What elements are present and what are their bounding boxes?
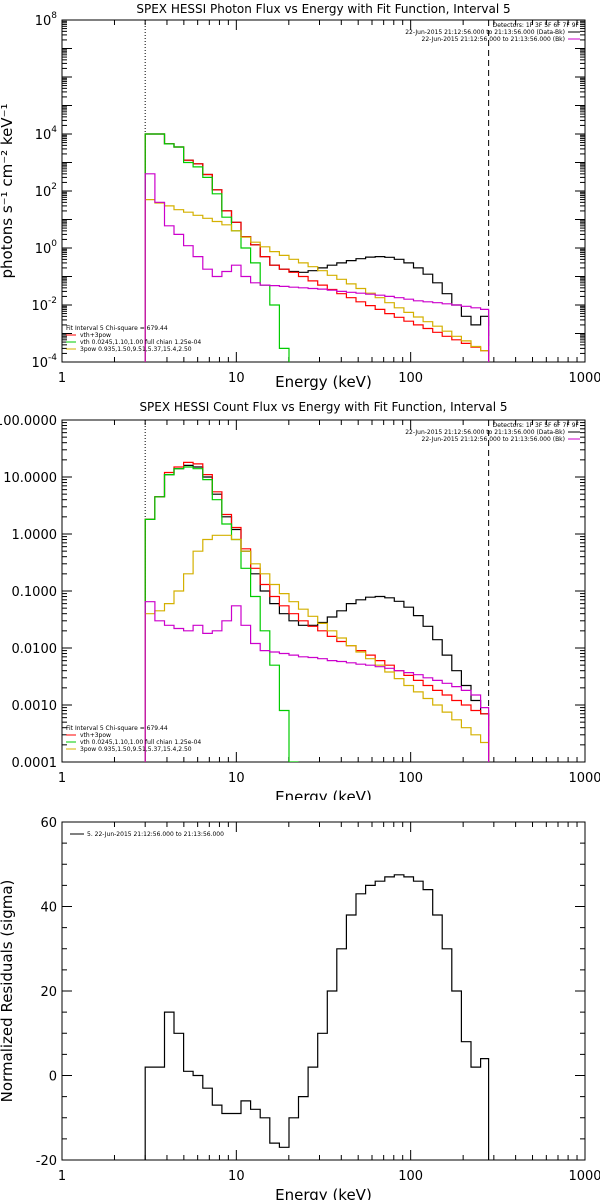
y-tick-label: 0.0001: [12, 756, 58, 771]
legend-bottom-text: 3pow 0.935,1.50,9.51,5.37,15.4,2.50: [80, 346, 192, 353]
plot-frame: [61, 419, 586, 763]
legend-bottom-text: Fit Interval 5 Chi-square = 679.44: [66, 325, 168, 332]
y-axis-label: photons s⁻¹ cm⁻² keV⁻¹: [0, 104, 16, 279]
legend-top-text: 22-Jun-2015 21:12:56.000 to 21:13:56.000…: [405, 29, 565, 36]
series-line-0: [144, 464, 490, 762]
y-tick-label: 40: [40, 901, 57, 916]
x-tick-label: 1: [58, 771, 66, 786]
x-tick-label: 1: [58, 371, 66, 386]
series-group: [144, 133, 490, 362]
legend-bottom-text: Fit Interval 5 Chi-square = 679.44: [66, 725, 168, 732]
legend-top-text: 22-Jun-2015 21:12:56.000 to 21:13:56.000…: [422, 36, 565, 43]
series-line-2: [144, 466, 299, 762]
series-line-3: [144, 199, 490, 362]
x-tick-label: 100: [398, 771, 423, 786]
y-tick-label: 10.0000: [3, 471, 57, 486]
x-tick-label: 100: [398, 371, 423, 386]
series-line-1: [144, 461, 490, 762]
legend-bottom-text: vth 0.0245,1.10,1.00 full chian 1.25e-04: [80, 739, 201, 746]
x-tick-label: 1000: [568, 771, 600, 786]
y-tick-label: 60: [40, 816, 57, 831]
legend-top-text: 22-Jun-2015 21:12:56.000 to 21:13:56.000…: [405, 429, 565, 436]
y-tick-exponent: -4: [48, 353, 57, 363]
legend-top-text: Detectors: 1F 3F 5F 6F 7F 9F: [493, 22, 580, 29]
y-tick-label: 0: [49, 1070, 57, 1085]
legend-bottom-text: 3pow 0.935,1.50,9.51,5.37,15.4,2.50: [80, 746, 192, 753]
y-tick-exponent: 2: [51, 182, 57, 192]
y-tick-exponent: 4: [51, 125, 57, 135]
y-tick-exponent: 0: [51, 239, 57, 249]
x-tick-label: 10: [228, 771, 245, 786]
y-tick-label: 100.0000: [0, 414, 57, 429]
x-tick-label: 100: [398, 1169, 423, 1184]
series-line-2: [144, 133, 300, 362]
residuals-chart: 1 10 100 1000 -20 0 20 40 60 Energy (keV) Normaliz…: [0, 816, 600, 1200]
series-line-4: [144, 173, 490, 362]
legend-top-text: Detectors: 1F 3F 5F 6F 7F 9F: [493, 422, 580, 429]
y-tick-exponent: -2: [48, 296, 57, 306]
plot-frame: [61, 19, 586, 363]
y-tick-label: 108: [35, 11, 58, 29]
y-tick-label: -20: [36, 1154, 57, 1169]
series-line-1: [144, 133, 490, 362]
y-tick-label: 0.0100: [12, 642, 58, 657]
x-axis-label: Energy (keV): [275, 1186, 372, 1200]
x-tick-label: 1000: [568, 1169, 600, 1184]
legend-top-text: 22-Jun-2015 21:12:56.000 to 21:13:56.000…: [422, 436, 565, 443]
y-tick-label: 104: [35, 125, 58, 143]
count-flux-chart: SPEX HESSI Count Flux vs Energy with Fit…: [0, 400, 600, 800]
x-tick-label: 10: [228, 371, 245, 386]
series-group: [144, 874, 490, 1160]
y-tick-label: 10-2: [31, 296, 57, 314]
x-tick-label: 1000: [568, 371, 600, 386]
y-tick-label: 10-4: [31, 353, 57, 371]
y-tick-label: 0.1000: [12, 585, 58, 600]
series-group: [144, 461, 490, 762]
legend-bottom-text: vth+3pow: [80, 332, 111, 339]
legend-bottom-text: vth 0.0245,1.10,1.00 full chian 1.25e-04: [80, 339, 201, 346]
x-axis-label: Energy (keV): [275, 373, 372, 391]
photon-flux-chart: SPEX HESSI Photon Flux vs Energy with Fi…: [0, 2, 600, 391]
series-line-0: [144, 874, 490, 1160]
y-tick-exponent: 8: [51, 11, 57, 21]
x-tick-label: 1: [58, 1169, 66, 1184]
plot-frame: [61, 821, 586, 1161]
series-line-3: [144, 534, 490, 762]
y-tick-label: 20: [40, 985, 57, 1000]
x-axis-label: Energy (keV): [275, 788, 372, 800]
series-line-0: [144, 133, 490, 362]
chart-title: SPEX HESSI Count Flux vs Energy with Fit…: [139, 400, 507, 414]
y-tick-label: 0.0010: [12, 699, 58, 714]
series-line-4: [144, 601, 490, 762]
y-tick-label: 102: [35, 182, 57, 200]
x-tick-label: 10: [228, 1169, 245, 1184]
y-tick-label: 100: [35, 239, 58, 257]
chart-title: SPEX HESSI Photon Flux vs Energy with Fi…: [136, 2, 510, 16]
legend-bottom-text: vth+3pow: [80, 732, 111, 739]
y-tick-label: 1.0000: [12, 528, 58, 543]
legend-top-text: 5. 22-Jun-2015 21:12:56.000 to 21:13:56.…: [87, 831, 224, 838]
y-axis-label: Normalized Residuals (sigma): [0, 880, 16, 1103]
